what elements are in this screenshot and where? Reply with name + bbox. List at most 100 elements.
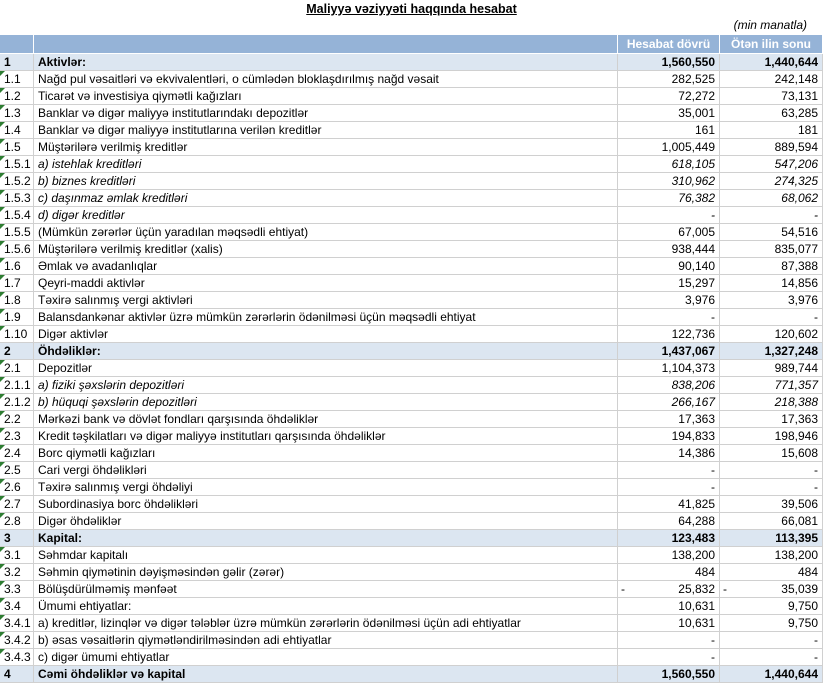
cell-text: 9,750 <box>787 616 818 630</box>
row-label: Digər öhdəliklər <box>34 513 618 530</box>
row-value: 181 <box>720 122 823 139</box>
cell-text: 198,946 <box>774 429 818 443</box>
row-value: 122,736 <box>618 326 720 343</box>
cell-text: Ümumi ehtiyatlar: <box>38 599 132 613</box>
cell-text: 181 <box>797 123 818 137</box>
cell-marker <box>0 496 5 501</box>
cell-marker <box>0 88 5 93</box>
row-value: 310,962 <box>618 173 720 190</box>
cell-marker <box>0 445 5 450</box>
cell-text: 1,104,373 <box>661 361 715 375</box>
row-value: 63,285 <box>720 105 823 122</box>
cell-text: 618,105 <box>671 157 715 171</box>
row-label: Əmlak və avadanlıqlar <box>34 258 618 275</box>
row-value: - <box>720 632 823 649</box>
row-value: 25,832 - <box>618 581 720 598</box>
row-value: 54,516 <box>720 224 823 241</box>
cell-text: 2.7 <box>4 497 21 511</box>
row-value: 547,206 <box>720 156 823 173</box>
cell-text: 1.1 <box>4 72 21 86</box>
cell-text: 76,382 <box>678 191 715 205</box>
cell-text: 122,736 <box>671 327 715 341</box>
cell-text: Ötən ilin sonu <box>731 37 811 51</box>
row-value: 9,750 <box>720 598 823 615</box>
row-value: 90,140 <box>618 258 720 275</box>
row-label: a) istehlak kreditləri <box>34 156 618 173</box>
row-value: 938,444 <box>618 241 720 258</box>
cell-text: 138,200 <box>774 548 818 562</box>
cell-text: 1.8 <box>4 293 21 307</box>
cell-text: b) biznes kreditləri <box>38 174 136 188</box>
row-value: 3,976 <box>720 292 823 309</box>
cell-text: a) fiziki şəxslərin depozitləri <box>38 378 185 392</box>
cell-marker <box>0 139 5 144</box>
cell-text: 3.4.3 <box>4 650 31 664</box>
row-value: 618,105 <box>618 156 720 173</box>
row-label: Digər aktivlər <box>34 326 618 343</box>
cell-marker <box>0 207 5 212</box>
cell-text: 2.1.1 <box>4 378 31 392</box>
row-code: 1.5.3 <box>0 190 34 207</box>
row-code: 1 <box>0 54 34 71</box>
row-value: 64,288 <box>618 513 720 530</box>
cell-text: Kredit təşkilatları və digər maliyyə ins… <box>38 429 386 443</box>
cell-text: 14,856 <box>781 276 818 290</box>
row-label: b) əsas vəsaitlərin qiymətləndirilməsind… <box>34 632 618 649</box>
cell-text: 2.5 <box>4 463 21 477</box>
row-value: 1,560,550 <box>618 54 720 71</box>
cell-text: Öhdəliklər: <box>38 344 101 358</box>
cell-text: Səhmin qiymətinin dəyişməsindən gəlir (z… <box>38 565 285 579</box>
cell-text: 10,631 <box>678 599 715 613</box>
row-value: 10,631 <box>618 598 720 615</box>
row-value: 10,631 <box>618 615 720 632</box>
cell-marker <box>0 105 5 110</box>
row-code: 3.4.2 <box>0 632 34 649</box>
cell-text: 1.5 <box>4 140 21 154</box>
cell-text: Təxirə salınmış vergi öhdəliyi <box>38 480 193 494</box>
row-value: 17,363 <box>720 411 823 428</box>
row-value: 3,976 <box>618 292 720 309</box>
header-cell: Ötən ilin sonu <box>720 35 823 54</box>
row-code: 1.5.1 <box>0 156 34 173</box>
cell-marker <box>0 632 5 637</box>
row-value: 274,325 <box>720 173 823 190</box>
row-value: 1,005,449 <box>618 139 720 156</box>
cell-text: Nağd pul vəsaitləri və ekvivalentləri, o… <box>38 72 439 86</box>
cell-text: 67,005 <box>678 225 715 239</box>
row-value: 68,062 <box>720 190 823 207</box>
cell-text: 484 <box>797 565 818 579</box>
row-code: 2.3 <box>0 428 34 445</box>
cell-text: - <box>711 650 715 664</box>
row-value: 67,005 <box>618 224 720 241</box>
row-value: 41,825 <box>618 496 720 513</box>
row-code: 1.5 <box>0 139 34 156</box>
row-value: 1,327,248 <box>720 343 823 360</box>
row-value: - <box>618 309 720 326</box>
row-code: 4 <box>0 666 34 683</box>
row-label: Müştərilərə verilmiş kreditlər <box>34 139 618 156</box>
row-value: 66,081 <box>720 513 823 530</box>
cell-marker <box>0 649 5 654</box>
row-value: - <box>618 479 720 496</box>
cell-text: 138,200 <box>671 548 715 562</box>
row-code: 3.4 <box>0 598 34 615</box>
row-value: 835,077 <box>720 241 823 258</box>
cell-text: 1.3 <box>4 106 21 120</box>
cell-text: - <box>711 480 715 494</box>
row-label: Aktivlər: <box>34 54 618 71</box>
cell-text: 1.6 <box>4 259 21 273</box>
row-value: 161 <box>618 122 720 139</box>
cell-text: 64,288 <box>678 514 715 528</box>
cell-text: - <box>814 650 818 664</box>
cell-text: 2.4 <box>4 446 21 460</box>
row-code: 2.7 <box>0 496 34 513</box>
row-code: 1.1 <box>0 71 34 88</box>
row-label: Subordinasiya borc öhdəlikləri <box>34 496 618 513</box>
cell-text: 1.5.2 <box>4 174 31 188</box>
cell-marker <box>0 173 5 178</box>
cell-text: Cari vergi öhdəlikləri <box>38 463 147 477</box>
cell-text: 3,976 <box>787 293 818 307</box>
row-value: 266,167 <box>618 394 720 411</box>
row-label: Ticarət və investisiya qiymətli kağızlar… <box>34 88 618 105</box>
